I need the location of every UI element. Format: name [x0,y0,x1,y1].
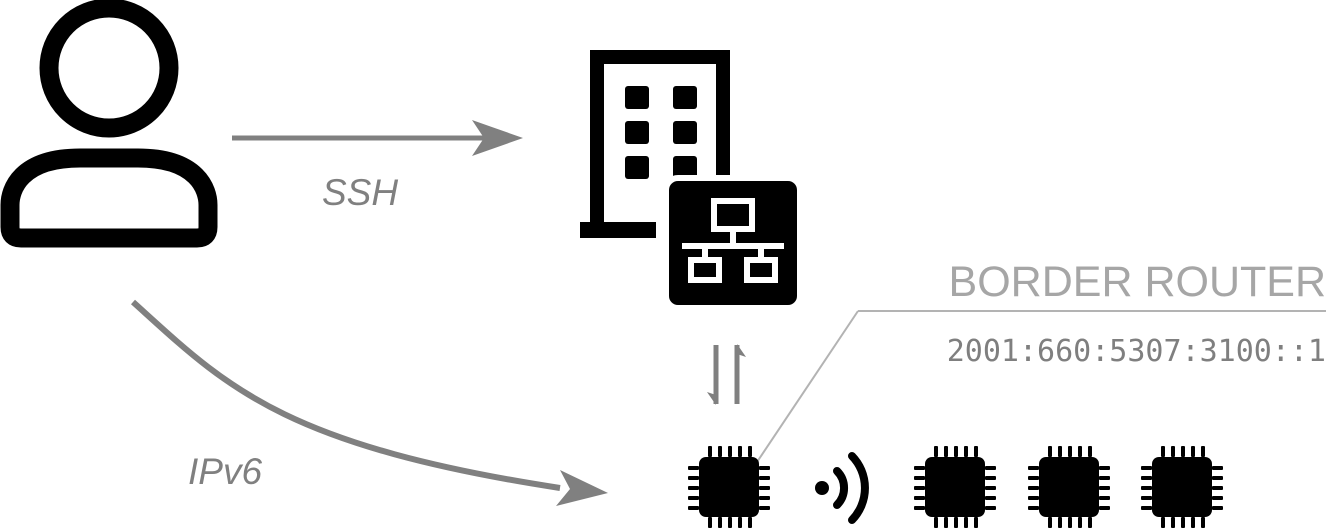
ssh-arrow [232,120,523,156]
exchange-arrows-icon [707,344,746,405]
chip-icon [1141,446,1223,528]
border-router-address: 2001:660:5307:3100::1 [947,334,1326,369]
network-icon [663,175,803,311]
leader-line-diagonal [756,310,859,463]
ssh-label: SSH [322,172,398,213]
border-router-title: BORDER ROUTER [949,258,1326,306]
wireless-icon [815,452,869,524]
chip-icon-border-router [688,446,770,528]
chip-icon [1028,446,1110,528]
building-icon [580,50,730,238]
ipv6-label: IPv6 [188,451,262,492]
chip-icon [914,446,996,528]
user-icon [0,0,218,248]
ipv6-arrow [130,299,608,506]
